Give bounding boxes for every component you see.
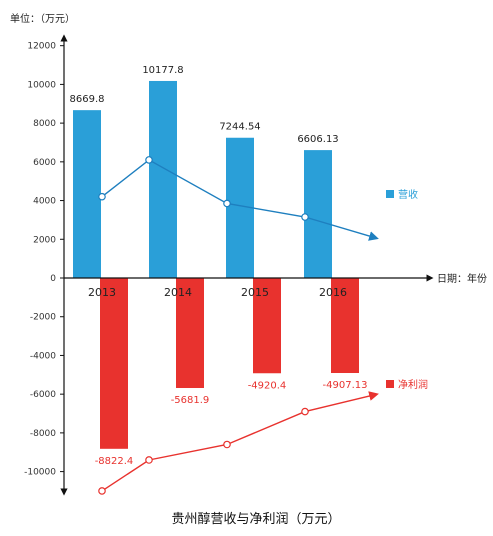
y-tick-label: 10000 bbox=[27, 80, 56, 90]
trend-point-netprofit-2016 bbox=[301, 407, 309, 416]
y-tick-label: 8000 bbox=[33, 119, 56, 129]
legend-label-netprofit: 净利润 bbox=[398, 378, 428, 391]
trend-lines-layer bbox=[98, 156, 379, 495]
trend-point-netprofit-2015 bbox=[223, 440, 231, 449]
legend-swatch-netprofit bbox=[386, 380, 394, 388]
y-tick-label: 2000 bbox=[33, 235, 56, 245]
labels-layer: 8669.8 -8822.4 10177.8 -5681.9 7244.54 -4920.… bbox=[70, 65, 368, 467]
bar-netprofit-2015 bbox=[253, 278, 281, 374]
y-tick-label: 4000 bbox=[33, 197, 56, 207]
bar-netprofit-2014 bbox=[176, 278, 204, 389]
data-label-revenue-2013: 8669.8 bbox=[70, 94, 105, 105]
trend-point-revenue-2014 bbox=[145, 156, 153, 164]
chart-title: 贵州醇营收与净利润（万元） bbox=[171, 511, 340, 527]
data-label-netprofit-2015: -4920.4 bbox=[248, 380, 287, 391]
y-tick-label: 6000 bbox=[33, 158, 56, 168]
x-axis-title: 日期：年份 bbox=[437, 272, 487, 285]
axes-layer: 12000 10000 8000 6000 4000 2000 0 -2000 -4000 -60… bbox=[24, 34, 434, 496]
trend-point-revenue-2013 bbox=[98, 192, 106, 201]
x-tick-label-2015: 2015 bbox=[241, 286, 269, 299]
legend-swatch-revenue bbox=[386, 190, 394, 198]
data-label-netprofit-2014: -5681.9 bbox=[171, 395, 210, 406]
trend-point-revenue-2016 bbox=[301, 213, 309, 221]
y-tick-label: -6000 bbox=[30, 390, 56, 400]
trend-line-netprofit bbox=[101, 391, 379, 492]
x-tick-label-2014: 2014 bbox=[164, 286, 192, 299]
bars-layer bbox=[73, 80, 359, 449]
legend-label-revenue: 营收 bbox=[398, 188, 418, 201]
bar-netprofit-2013 bbox=[100, 278, 128, 449]
data-label-netprofit-2016: -4907.13 bbox=[323, 380, 368, 391]
trend-point-netprofit-2013 bbox=[98, 487, 106, 495]
data-label-revenue-2015: 7244.54 bbox=[219, 122, 260, 133]
y-tick-label: -10000 bbox=[24, 468, 56, 478]
trend-point-revenue-2015 bbox=[223, 199, 231, 208]
bar-netprofit-2016 bbox=[331, 278, 359, 374]
y-axis-title: 单位：（万元） bbox=[10, 12, 75, 25]
y-tick-label: -4000 bbox=[30, 351, 56, 361]
y-tick-label: -8000 bbox=[30, 429, 56, 439]
bar-revenue-2014 bbox=[149, 80, 177, 278]
bar-revenue-2016 bbox=[304, 150, 332, 278]
x-tick-label-2013: 2013 bbox=[88, 286, 116, 299]
y-tick-label: -2000 bbox=[30, 313, 56, 323]
y-tick-label: 0 bbox=[50, 274, 56, 284]
trend-point-netprofit-2014 bbox=[145, 456, 153, 464]
data-label-revenue-2016: 6606.13 bbox=[297, 134, 338, 145]
data-label-revenue-2014: 10177.8 bbox=[142, 65, 183, 76]
y-tick-label: 12000 bbox=[27, 42, 56, 52]
x-tick-label-2016: 2016 bbox=[319, 286, 347, 299]
bar-revenue-2013 bbox=[73, 110, 101, 278]
data-label-netprofit-2013: -8822.4 bbox=[95, 456, 134, 467]
